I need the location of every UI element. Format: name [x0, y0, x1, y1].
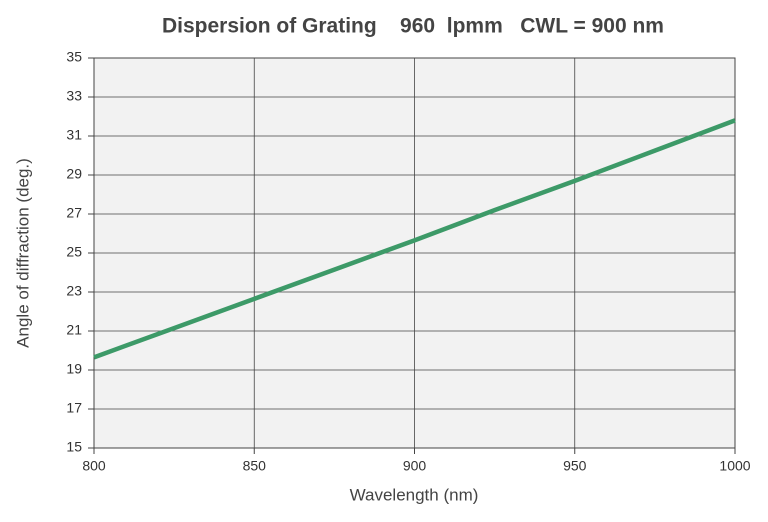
x-axis-label: Wavelength (nm) [350, 485, 479, 504]
x-tick-label: 1000 [719, 458, 750, 474]
x-tick-label: 850 [243, 458, 267, 474]
y-tick-label: 17 [66, 400, 82, 416]
y-tick-label: 31 [66, 127, 82, 143]
y-tick-label: 23 [66, 283, 82, 299]
y-tick-label: 33 [66, 88, 82, 104]
y-tick-label: 25 [66, 244, 82, 260]
y-tick-label: 21 [66, 322, 82, 338]
y-axis-label: Angle of diffraction (deg.) [13, 158, 32, 348]
y-tick-label: 15 [66, 439, 82, 455]
x-tick-label: 950 [563, 458, 587, 474]
y-tick-label: 27 [66, 205, 82, 221]
x-tick-label: 900 [403, 458, 427, 474]
x-tick-label: 800 [82, 458, 106, 474]
y-tick-label: 29 [66, 166, 82, 182]
data-line [93, 118, 736, 360]
y-tick-label: 19 [66, 361, 82, 377]
y-tick-label: 35 [66, 49, 82, 65]
chart-title: Dispersion of Grating 960 lpmm CWL = 900… [162, 15, 664, 38]
